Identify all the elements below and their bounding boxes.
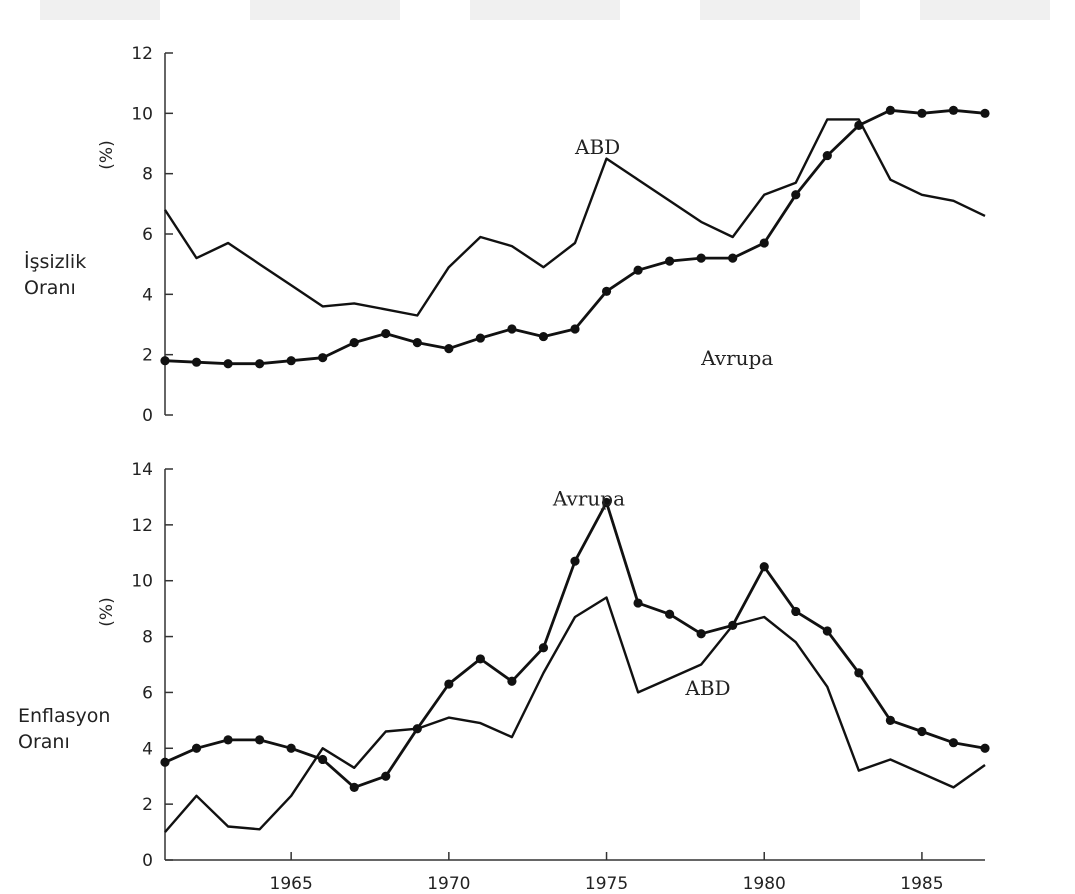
inflation-series-avrupa-point	[917, 726, 927, 737]
inflation-series-avrupa-point	[854, 668, 864, 678]
inflation-y-tick-label: 0	[142, 851, 153, 871]
unemployment-series-avrupa-point	[665, 256, 675, 266]
unemployment-series-avrupa-point	[444, 344, 454, 354]
inflation-y-tick-label: 12	[131, 516, 153, 536]
inflation-x-tick-label: 1975	[585, 874, 628, 894]
unemployment-y-tick-label: 10	[131, 104, 153, 124]
inflation-series-avrupa-point	[633, 598, 643, 608]
inflation-series-avrupa-point	[665, 609, 675, 619]
unemployment-y-tick-label: 4	[142, 285, 153, 305]
inflation-series-abd-line	[164, 596, 986, 833]
top-decoration-3	[470, 0, 620, 20]
unemployment-series-avrupa-point	[318, 353, 328, 363]
inflation-series-avrupa-point	[191, 743, 202, 753]
inflation-series-avrupa-point	[696, 629, 706, 639]
inflation-series-avrupa-point	[444, 679, 454, 689]
inflation-series-avrupa-point	[318, 754, 328, 765]
inflation-series-avrupa-point	[381, 771, 391, 781]
unemployment-y-tick-label: 0	[142, 406, 153, 426]
inflation-series-avrupa-point	[570, 556, 580, 566]
unemployment-y-tick-label: 8	[142, 165, 153, 185]
unemployment-series-avrupa-point	[475, 333, 485, 343]
inflation-y-tick-label: 14	[131, 460, 153, 480]
inflation-y-tick-label: 10	[131, 572, 153, 592]
unemployment-series-avrupa-point	[633, 265, 643, 275]
inflation-series-avrupa-point	[538, 643, 549, 653]
unemployment-series-avrupa-point	[191, 357, 202, 367]
unemployment-y-tick-label: 6	[142, 225, 153, 245]
unemployment-series-avrupa-point	[223, 359, 233, 369]
inflation-series-avrupa-point	[349, 782, 359, 792]
unemployment-series-avrupa-point	[286, 356, 296, 366]
inflation-y-tick-label: 6	[142, 683, 153, 703]
unemployment-series-avrupa-point	[507, 324, 517, 334]
inflation-series-avrupa-point	[507, 676, 517, 686]
inflation-y-tick-label: 8	[142, 628, 153, 648]
inflation-series-avrupa-point	[948, 738, 959, 748]
unemployment-annotation-avrupa: Avrupa	[700, 346, 773, 370]
inflation-series-avrupa-point	[759, 562, 769, 572]
inflation-series-avrupa-point	[885, 715, 895, 725]
unemployment-series-avrupa-point	[412, 338, 422, 348]
unemployment-series-abd-line	[163, 118, 986, 317]
inflation-series-avrupa-line	[164, 501, 986, 789]
top-decoration-1	[40, 0, 160, 20]
inflation-series-avrupa-point	[980, 743, 990, 753]
unemployment-series-avrupa-point	[759, 238, 769, 248]
inflation-y-unit-label: (%)	[97, 597, 117, 626]
unemployment-side-label: Oranı	[24, 277, 76, 299]
unemployment-series-avrupa-point	[822, 150, 832, 161]
inflation-series-avrupa-point	[160, 757, 170, 767]
unemployment-y-tick-label: 12	[131, 44, 153, 64]
unemployment-series-avrupa-point	[255, 359, 265, 369]
inflation-x-tick-label: 1985	[900, 874, 943, 894]
unemployment-series-avrupa-point	[538, 331, 549, 342]
inflation-y-tick-label: 2	[142, 795, 153, 815]
unemployment-annotation-abd: ABD	[574, 135, 620, 159]
unemployment-series-avrupa-point	[854, 120, 864, 130]
inflation-series-avrupa-point	[255, 735, 265, 745]
unemployment-series-avrupa-point	[349, 338, 359, 348]
unemployment-series-avrupa-point	[601, 286, 612, 296]
inflation-x-tick-label: 1970	[427, 874, 470, 894]
top-decoration-4	[700, 0, 860, 20]
inflation-series-avrupa-point	[728, 620, 738, 631]
unemployment-series-avrupa-point	[885, 105, 895, 115]
inflation-series-avrupa-point	[223, 735, 233, 745]
inflation-series-avrupa-point	[822, 626, 832, 636]
inflation-annotation-abd: ABD	[684, 676, 730, 700]
unemployment-series-avrupa-point	[948, 105, 959, 115]
unemployment-y-tick-label: 2	[142, 346, 153, 366]
inflation-series-avrupa-point	[791, 606, 801, 617]
inflation-side-label: Enflasyon	[18, 705, 110, 727]
inflation-x-tick-label: 1980	[743, 874, 786, 894]
unemployment-series-avrupa-point	[381, 328, 391, 339]
inflation-series-avrupa-point	[286, 743, 296, 753]
unemployment-series-avrupa-point	[791, 190, 801, 200]
unemployment-series-avrupa-point	[728, 253, 738, 263]
top-decoration-2	[250, 0, 400, 20]
inflation-series-avrupa-point	[412, 724, 422, 734]
unemployment-series-avrupa-point	[917, 108, 927, 118]
inflation-x-tick-label: 1965	[270, 874, 313, 894]
unemployment-y-unit-label: (%)	[97, 140, 117, 169]
inflation-series-avrupa-point	[601, 497, 612, 508]
inflation-series-avrupa-point	[475, 654, 485, 664]
unemployment-side-label: İşsizlik	[24, 250, 86, 273]
unemployment-series-avrupa-point	[696, 253, 706, 263]
top-decoration-5	[920, 0, 1050, 20]
unemployment-series-avrupa-point	[160, 356, 170, 366]
unemployment-series-avrupa-point	[570, 324, 580, 334]
inflation-side-label: Oranı	[18, 731, 70, 753]
unemployment-series-avrupa-point	[980, 108, 990, 118]
inflation-annotation-avrupa: Avrupa	[552, 486, 625, 510]
inflation-y-tick-label: 4	[142, 739, 153, 759]
